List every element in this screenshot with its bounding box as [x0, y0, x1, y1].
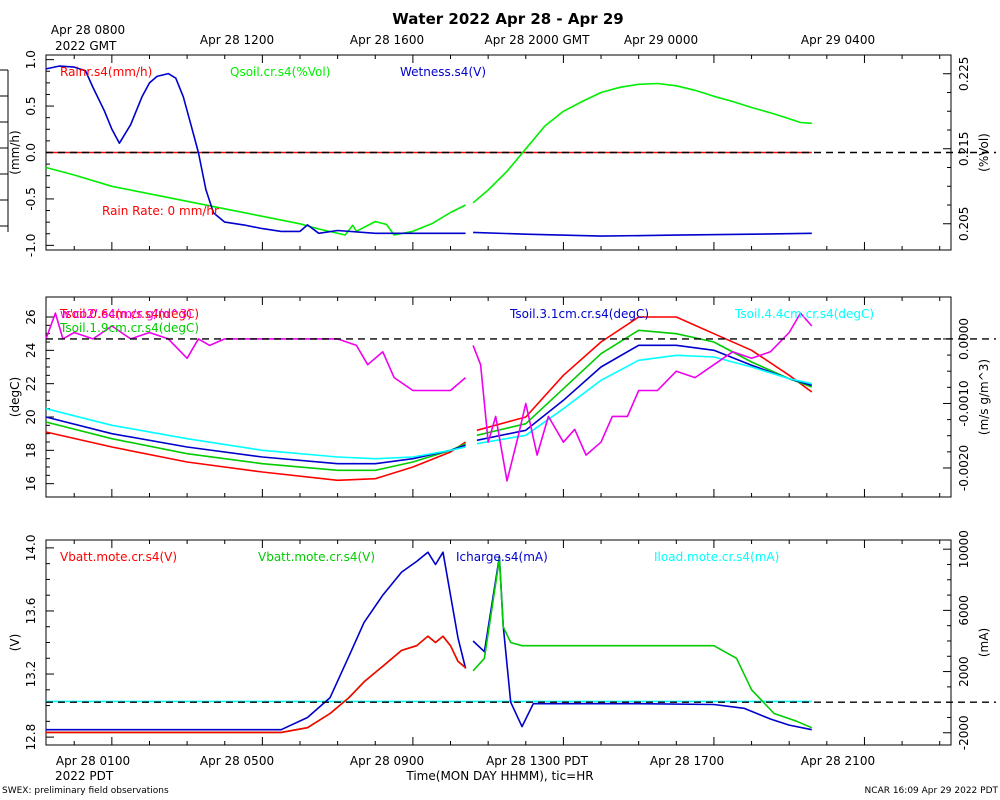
legend-entry: Qsoil.cr.s4(%Vol)	[230, 65, 330, 79]
panel-frame	[45, 539, 952, 746]
panel-frame	[45, 296, 952, 498]
gmt-date-label: 2022 GMT	[55, 39, 117, 53]
right-y-tick-label: -2000	[957, 715, 971, 750]
pdt-tick-label: Apr 28 0100	[56, 754, 130, 768]
right-y-tick-label: 2000	[957, 656, 971, 687]
legend-entry: Iload.mote.cr.s4(mA)	[654, 550, 779, 564]
left-y-tick-label: 26	[24, 309, 38, 324]
legend-entry: Rainr.s4(mm/h)	[60, 65, 152, 79]
series-line	[46, 558, 813, 734]
left-y-tick-label: 22	[24, 376, 38, 391]
series-line	[45, 354, 812, 460]
footer-left-note: SWEX: preliminary field observations	[2, 786, 169, 796]
gmt-tick-label: Apr 28 0800	[51, 23, 125, 37]
left-y-tick-label: 0.5	[24, 97, 38, 116]
legend-entry: Vbatt.mote.cr.s4(V)	[60, 550, 177, 564]
series-line	[45, 344, 813, 465]
legend-entry: Vbatt.mote.cr.s4(V)	[258, 550, 375, 564]
right-axis-label: (m/s g/m^3)	[977, 359, 991, 435]
series-line	[45, 82, 812, 236]
right-axis-label: (mA)	[977, 628, 991, 657]
series-line	[46, 551, 812, 731]
legend-entry: Tsoil.3.1cm.cr.s4(degC)	[509, 307, 649, 321]
gmt-tick-label: Apr 29 0000	[624, 33, 698, 47]
pdt-tick-labels: Apr 28 0100 Apr 28 0500 Apr 28 0900 Apr 28 …	[56, 754, 875, 768]
chart-title: Water 2022 Apr 28 - Apr 29	[392, 10, 623, 28]
right-y-tick-label: -0.0020	[957, 445, 971, 491]
left-y-tick-label: 14.0	[24, 535, 38, 562]
pdt-tick-label: Apr 28 0500	[200, 754, 274, 768]
series-line	[45, 65, 812, 237]
x-axis-label: Time(MON DAY HHMM), tic=HR	[405, 769, 593, 783]
left-y-tick-label: -0.5	[24, 187, 38, 210]
pdt-tick-label: Apr 28 2100	[801, 754, 875, 768]
gmt-tick-label: Apr 28 1600	[350, 33, 424, 47]
legend-entry: Wetness.s4(V)	[400, 65, 486, 79]
left-y-tick-label: 0.0	[24, 143, 38, 162]
left-y-tick-label: 13.6	[24, 598, 38, 625]
left-y-tick-label: 16	[24, 476, 38, 491]
pdt-tick-label: Apr 28 1700	[650, 754, 724, 768]
left-y-tick-label: 12.8	[24, 724, 38, 751]
legend-entry: Tsoil.0.6cm.cr.s4(degC)	[59, 307, 199, 321]
left-axis-label: (V)	[8, 634, 22, 652]
left-y-tick-label: -1.0	[24, 234, 38, 257]
series-line	[45, 316, 813, 482]
legend-entry: Icharge.s4(mA)	[456, 550, 548, 564]
right-y-tick-label: -0.0010	[957, 380, 971, 426]
right-y-tick-label: 0.215	[957, 132, 971, 166]
left-y-tick-label: 18	[24, 443, 38, 458]
series-line	[46, 635, 467, 734]
panel-power: 14.0 13.6 13.2 12.8 10000 6000 2000 -2000 (V) (mA…	[8, 530, 996, 750]
pdt-date-label: 2022 PDT	[55, 769, 114, 783]
left-y-tick-label: 1.0	[24, 50, 38, 69]
legend-entry: Tsoil.4.4cm.cr.s4(degC)	[734, 307, 874, 321]
right-y-tick-label: 6000	[957, 595, 971, 626]
left-y-tick-label: 24	[24, 343, 38, 358]
gmt-tick-label: Apr 29 0400	[801, 33, 875, 47]
left-y-tick-label: 20	[24, 409, 38, 424]
left-y-tick-label: 13.2	[24, 661, 38, 688]
series-line	[45, 329, 813, 472]
left-axis-label: (mm/h)	[8, 130, 22, 174]
legend-entry: Tsoil.1.9cm.cr.s4(degC)	[59, 321, 199, 335]
right-y-tick-label: 10000	[957, 530, 971, 568]
pdt-tick-label: Apr 28 1300 PDT	[486, 754, 588, 768]
left-axis-label: (degC)	[8, 377, 22, 417]
rain-rate-annotation: Rain Rate: 0 mm/hr	[102, 204, 219, 218]
footer-right-note: NCAR 16:09 Apr 29 2022 PDT	[865, 786, 999, 796]
gmt-tick-label: Apr 28 2000 GMT	[485, 33, 591, 47]
gmt-tick-label: Apr 28 1200	[200, 33, 274, 47]
right-y-tick-label: 0.225	[957, 57, 971, 91]
pdt-tick-label: Apr 28 0900	[350, 754, 424, 768]
gmt-tick-labels: Apr 28 0800 Apr 28 1200 Apr 28 1600 Apr 28 …	[51, 23, 875, 47]
right-y-tick-label: 0.205	[957, 207, 971, 241]
legend-entry: w'co2'.s4(m/s g/m^3)	[60, 307, 192, 321]
